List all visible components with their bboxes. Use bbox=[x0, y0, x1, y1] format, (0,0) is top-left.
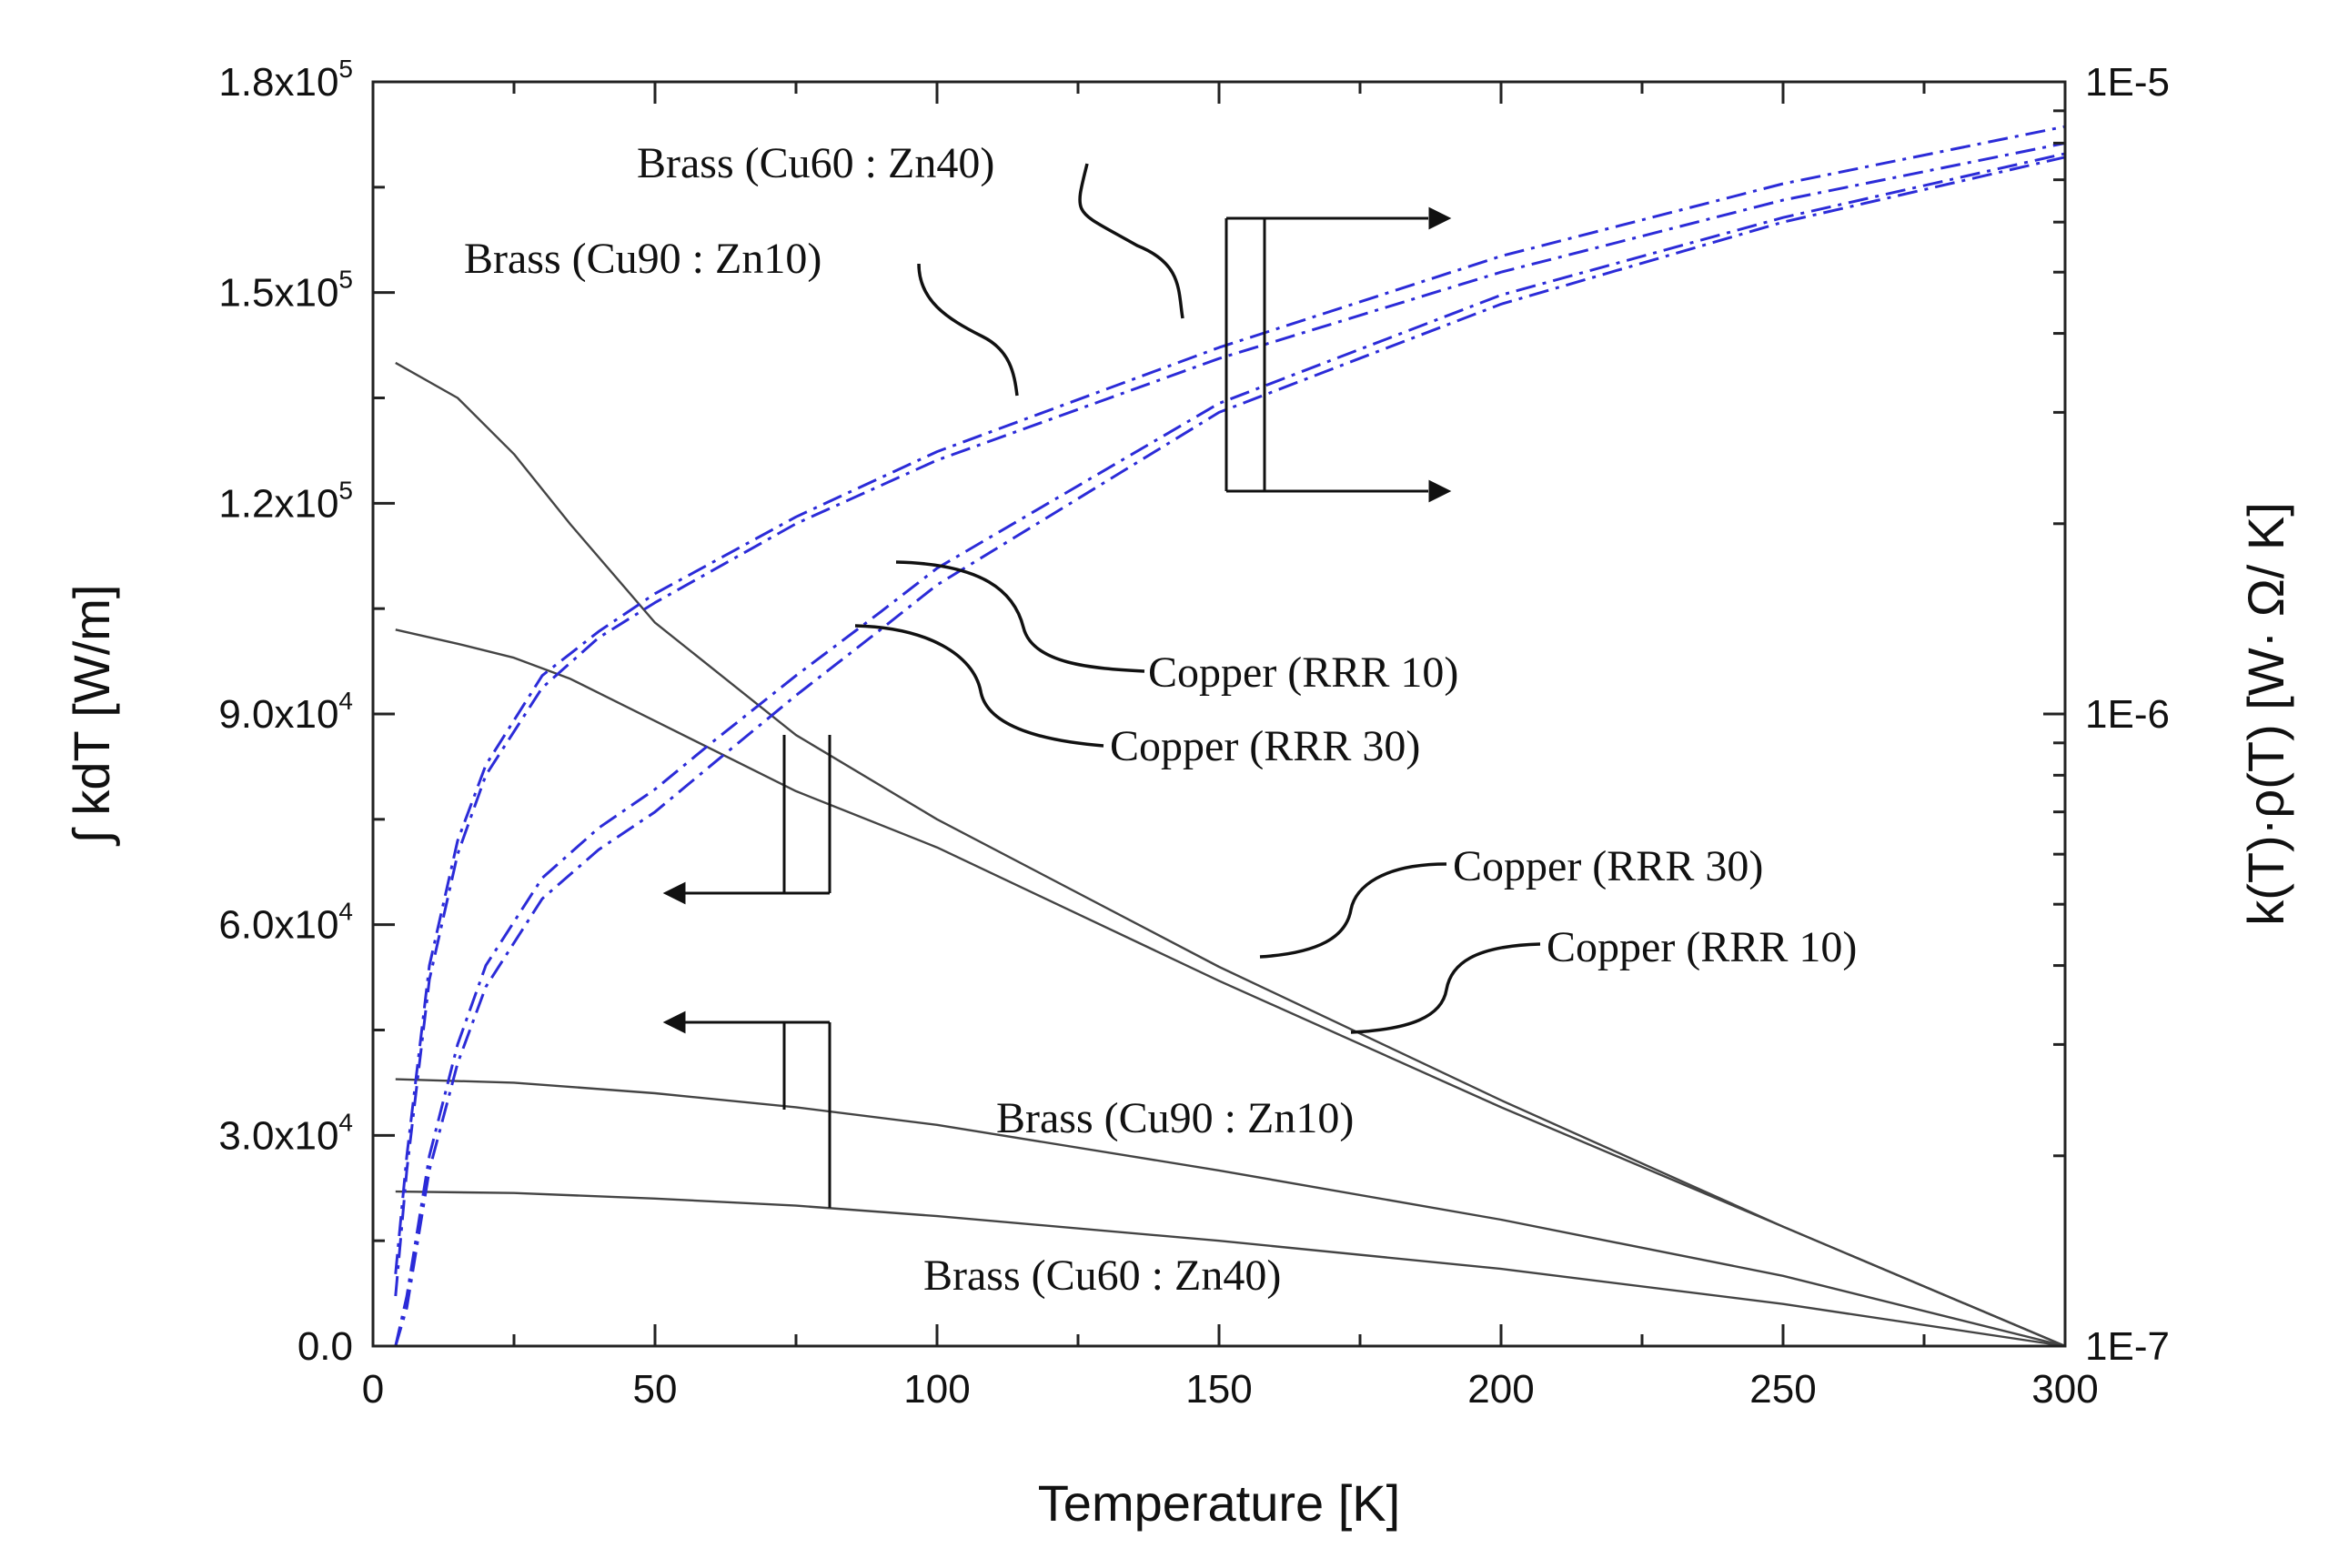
series-line-left-axis bbox=[395, 628, 2066, 1348]
leader-line bbox=[917, 263, 1019, 397]
y-right-axis-title: k(T)·ρ(T) [W· Ω/ K] bbox=[2237, 502, 2294, 926]
ticks-layer bbox=[371, 80, 2067, 1348]
series-line-left-axis bbox=[395, 1078, 2066, 1348]
tick-labels-layer: 0 50 100 150 200 250 300 0.0 3.0x104 6.0x104 9.0x1… bbox=[218, 55, 2170, 1412]
x-tick-label: 200 bbox=[1467, 1367, 1534, 1412]
annotation-label: Brass (Cu90 : Zn10) bbox=[996, 1094, 1354, 1142]
arrow-left-icon bbox=[662, 881, 686, 905]
annotation-label: Brass (Cu60 : Zn40) bbox=[923, 1251, 1281, 1300]
y-left-tick-label: 3.0x104 bbox=[218, 1108, 353, 1158]
y-left-tick-label: 1.8x105 bbox=[218, 55, 353, 105]
x-tick-label: 150 bbox=[1185, 1367, 1252, 1412]
series-layer bbox=[394, 125, 2066, 1348]
series-line-right-axis bbox=[394, 156, 2066, 1347]
y-left-tick-label: 1.2x105 bbox=[218, 476, 353, 526]
annotation-label: Brass (Cu60 : Zn40) bbox=[637, 139, 994, 187]
bracket bbox=[1224, 216, 1428, 493]
annotation-label: Copper (RRR 30) bbox=[1110, 722, 1420, 770]
y-left-tick-label: 0.0 bbox=[297, 1324, 353, 1369]
series-line-right-axis bbox=[394, 141, 2066, 1297]
y-right-tick-label: 1E-5 bbox=[2085, 60, 2170, 105]
annotation-label: Copper (RRR 10) bbox=[1547, 923, 1857, 971]
x-tick-label: 100 bbox=[903, 1367, 970, 1412]
series-line-left-axis bbox=[395, 361, 2066, 1348]
y-left-tick-label: 6.0x104 bbox=[218, 898, 353, 948]
x-axis-title: Temperature [K] bbox=[1038, 1474, 1400, 1532]
arrow-left-icon bbox=[662, 1010, 686, 1034]
series-line-left-axis bbox=[395, 1190, 2066, 1348]
leader-line bbox=[1259, 862, 1447, 959]
annotation-label: Copper (RRR 30) bbox=[1453, 842, 1763, 890]
leader-line bbox=[895, 560, 1145, 673]
annotation-label: Copper (RRR 10) bbox=[1148, 648, 1458, 697]
leader-line bbox=[1350, 942, 1541, 1034]
y-left-tick-label: 1.5x105 bbox=[218, 266, 353, 316]
x-tick-label: 0 bbox=[362, 1367, 384, 1412]
leader-lines bbox=[854, 163, 1541, 1034]
series-line-right-axis bbox=[394, 125, 2066, 1274]
bracket bbox=[682, 1020, 831, 1208]
leader-line bbox=[854, 624, 1104, 748]
bracket-arrows bbox=[662, 206, 1452, 1208]
y-left-tick-label: 9.0x104 bbox=[218, 687, 353, 737]
annotation-label: Brass (Cu90 : Zn10) bbox=[464, 235, 821, 283]
y-right-tick-label: 1E-6 bbox=[2085, 692, 2170, 737]
y-left-axis-title: ∫ kdT [W/m] bbox=[63, 585, 120, 847]
leader-line bbox=[1078, 163, 1184, 319]
arrow-right-icon bbox=[1428, 206, 1452, 230]
annotation-group: Brass (Cu60 : Zn40) Brass (Cu90 : Zn10) … bbox=[464, 139, 1857, 1300]
arrow-right-icon bbox=[1428, 479, 1452, 503]
x-tick-label: 50 bbox=[633, 1367, 678, 1412]
x-tick-label: 250 bbox=[1749, 1367, 1816, 1412]
x-tick-label: 300 bbox=[2031, 1367, 2098, 1412]
y-right-tick-label: 1E-7 bbox=[2085, 1324, 2170, 1369]
bracket bbox=[682, 735, 831, 895]
